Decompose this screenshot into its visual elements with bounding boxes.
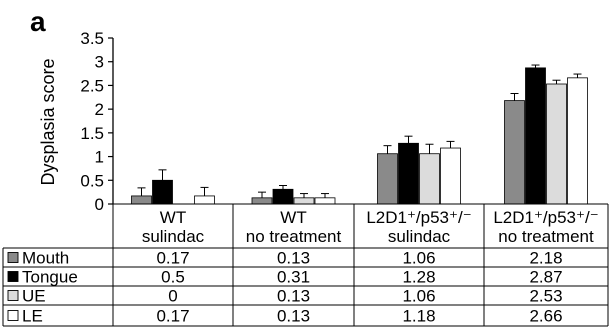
category-label-line2: sulindac (388, 227, 451, 246)
data-label: 0.13 (277, 287, 310, 306)
y-axis: 3.5 3 2.5 2 1.5 1 0.5 0 (80, 29, 114, 214)
y-tick-label: 2.5 (80, 76, 104, 95)
data-label: 2.87 (529, 268, 562, 287)
bar (194, 195, 215, 205)
y-axis-label: Dysplasia score (38, 58, 58, 185)
bar (504, 100, 525, 205)
y-tick-label: 3 (95, 53, 104, 72)
category-label-line2: sulindac (142, 227, 205, 246)
category-label-line1: WT (160, 208, 186, 227)
data-label: 0.31 (277, 268, 310, 287)
bar (377, 153, 398, 205)
category-label-line2: no treatment (498, 227, 594, 246)
legend-swatch (7, 271, 19, 282)
bar (525, 67, 546, 205)
panel-letter: a (30, 6, 46, 37)
legend-label: UE (22, 287, 46, 306)
bar (398, 142, 419, 205)
data-label: 0.13 (277, 249, 310, 268)
bars (131, 64, 588, 205)
data-label: 1.18 (402, 307, 435, 326)
legend-swatch (7, 290, 19, 301)
legend-label: LE (22, 307, 43, 326)
data-label: 0.5 (161, 268, 185, 287)
y-tick-label: 0.5 (80, 171, 104, 190)
category-label-line1: L2D1⁺/p53⁺/⁻ (493, 208, 598, 227)
data-label: 2.66 (529, 307, 562, 326)
y-tick-label: 1 (95, 148, 104, 167)
category-label-line2: no treatment (246, 227, 342, 246)
bar (419, 153, 440, 205)
data-label: 1.06 (402, 287, 435, 306)
legend-swatch (7, 310, 19, 321)
bar (251, 197, 273, 205)
y-tick-label: 1.5 (80, 124, 104, 143)
bar (272, 188, 294, 205)
data-label: 0.13 (277, 307, 310, 326)
legend-label: Mouth (22, 249, 69, 268)
bar (152, 179, 173, 205)
data-label: 2.53 (529, 287, 562, 306)
y-tick-label: 2 (95, 100, 104, 119)
data-label: 1.06 (402, 249, 435, 268)
category-label-line1: L2D1⁺/p53⁺/⁻ (366, 208, 471, 227)
bar (314, 197, 336, 205)
data-label: 2.18 (529, 249, 562, 268)
bar (546, 83, 567, 205)
bar (131, 195, 152, 205)
bar (440, 147, 461, 205)
y-tick-label: 3.5 (80, 29, 104, 48)
data-label: 0.17 (156, 249, 189, 268)
bar (293, 197, 315, 205)
y-tick-label: 0 (95, 195, 104, 214)
legend-swatch (7, 252, 19, 263)
data-label: 0.17 (156, 307, 189, 326)
category-label-line1: WT (280, 208, 306, 227)
data-label: 1.28 (402, 268, 435, 287)
data-label: 0 (168, 287, 177, 306)
bar (567, 77, 588, 205)
legend-label: Tongue (22, 268, 78, 287)
